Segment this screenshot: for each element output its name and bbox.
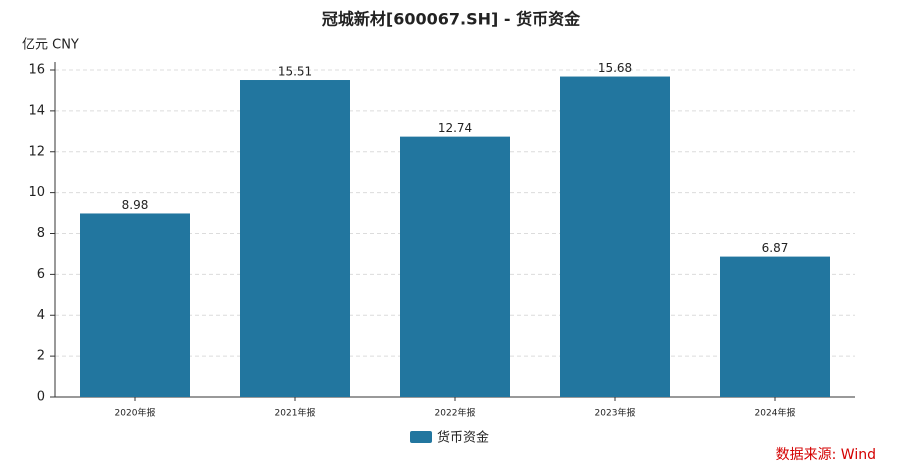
y-tick-label: 16 <box>28 63 45 78</box>
bar <box>80 213 190 397</box>
y-axis-label: 亿元 CNY <box>22 38 79 53</box>
value-label: 15.68 <box>598 61 632 75</box>
value-label: 12.74 <box>438 121 472 135</box>
y-tick-label: 0 <box>37 390 45 405</box>
x-tick-label: 2024年报 <box>755 407 796 419</box>
x-tick-label: 2023年报 <box>595 407 636 419</box>
y-tick-label: 14 <box>28 103 45 118</box>
y-tick-label: 12 <box>28 144 45 159</box>
legend-label: 货币资金 <box>437 430 489 446</box>
source-note: 数据来源: Wind <box>776 447 876 463</box>
x-tick-label: 2021年报 <box>275 407 316 419</box>
y-tick-label: 6 <box>37 267 45 282</box>
y-tick-label: 4 <box>37 308 45 323</box>
value-label: 8.98 <box>122 198 149 212</box>
x-tick-label: 2020年报 <box>115 407 156 419</box>
x-tick-label: 2022年报 <box>435 407 476 419</box>
value-label: 15.51 <box>278 65 312 79</box>
chart-title: 冠城新材[600067.SH] - 货币资金 <box>322 10 581 29</box>
bar <box>400 136 510 397</box>
y-tick-label: 2 <box>37 349 45 364</box>
bar <box>560 76 670 397</box>
bar <box>240 80 350 397</box>
y-tick-label: 8 <box>37 226 45 241</box>
value-label: 6.87 <box>762 241 789 255</box>
y-tick-label: 10 <box>28 185 45 200</box>
bar <box>720 256 830 397</box>
legend-swatch <box>410 431 432 443</box>
